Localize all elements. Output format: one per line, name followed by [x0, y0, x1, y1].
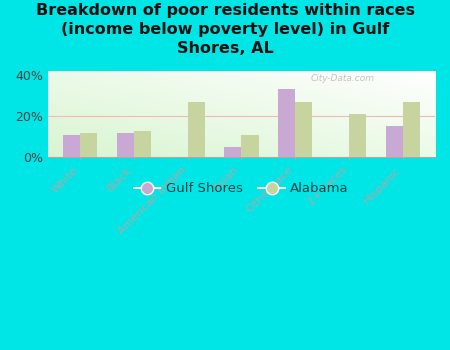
Bar: [386, 126, 403, 157]
Bar: [117, 133, 134, 157]
Bar: [63, 135, 80, 157]
Bar: [295, 102, 312, 157]
Bar: [188, 102, 205, 157]
Bar: [134, 131, 151, 157]
Text: Breakdown of poor residents within races
(income below poverty level) in Gulf
Sh: Breakdown of poor residents within races…: [36, 4, 414, 56]
Legend: Gulf Shores, Alabama: Gulf Shores, Alabama: [129, 177, 354, 201]
Bar: [224, 147, 241, 157]
Bar: [349, 114, 366, 157]
Bar: [241, 135, 259, 157]
Bar: [278, 90, 295, 157]
Bar: [403, 102, 420, 157]
Bar: [80, 133, 97, 157]
Text: City-Data.com: City-Data.com: [311, 74, 375, 83]
